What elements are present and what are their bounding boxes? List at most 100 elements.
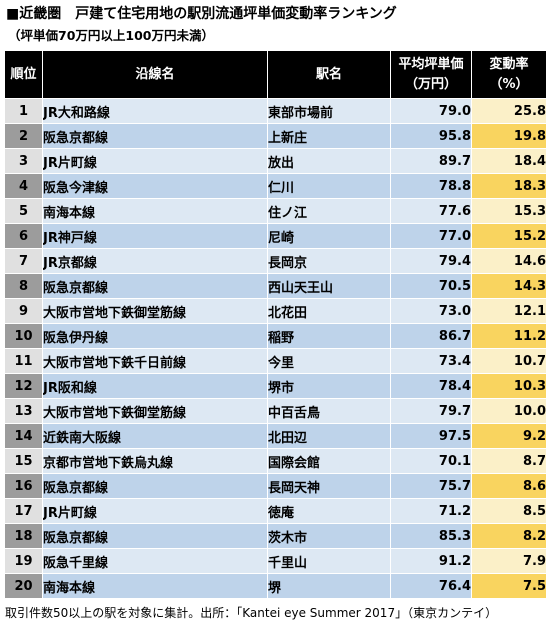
table-row: 10 阪急伊丹線 稲野 86.7 11.2	[5, 324, 546, 349]
station-name-cell: 茨木市	[268, 524, 391, 549]
change-rate-cell: 10.3	[472, 374, 546, 399]
table-row: 16 阪急京都線 長岡天神 75.7 8.6	[5, 474, 546, 499]
table-row: 12 JR阪和線 堺市 78.4 10.3	[5, 374, 546, 399]
change-rate-cell: 18.3	[472, 174, 546, 199]
table-row: 15 京都市営地下鉄烏丸線 国際会館 70.1 8.7	[5, 449, 546, 474]
change-rate-cell: 8.6	[472, 474, 546, 499]
station-name-cell: 国際会館	[268, 449, 391, 474]
station-name-cell: 北田辺	[268, 424, 391, 449]
avg-price-cell: 78.8	[391, 174, 472, 199]
change-rate-cell: 15.3	[472, 199, 546, 224]
avg-price-cell: 85.3	[391, 524, 472, 549]
avg-price-cell: 86.7	[391, 324, 472, 349]
station-name-cell: 稲野	[268, 324, 391, 349]
station-name-cell: 北花田	[268, 299, 391, 324]
avg-price-cell: 70.1	[391, 449, 472, 474]
rank-cell: 11	[5, 349, 43, 374]
line-name-cell: 阪急京都線	[43, 274, 268, 299]
rank-cell: 20	[5, 574, 43, 599]
station-name-cell: 堺	[268, 574, 391, 599]
rank-cell: 15	[5, 449, 43, 474]
rank-cell: 8	[5, 274, 43, 299]
change-rate-cell: 8.7	[472, 449, 546, 474]
station-name-cell: 長岡京	[268, 249, 391, 274]
line-name-cell: 大阪市営地下鉄御堂筋線	[43, 399, 268, 424]
source-note: 取引件数50以上の駅を対象に集計。出所：「Kantei eye Summer 2…	[5, 606, 498, 620]
station-name-cell: 堺市	[268, 374, 391, 399]
column-header-rate: 変動率 （%）	[472, 51, 546, 99]
change-rate-cell: 18.4	[472, 149, 546, 174]
column-header-line: 沿線名	[43, 51, 268, 99]
table-row: 1 JR大和路線 東部市場前 79.0 25.8	[5, 99, 546, 124]
change-rate-cell: 10.7	[472, 349, 546, 374]
avg-price-cell: 79.7	[391, 399, 472, 424]
line-name-cell: 近鉄南大阪線	[43, 424, 268, 449]
table-row: 8 阪急京都線 西山天王山 70.5 14.3	[5, 274, 546, 299]
station-name-cell: 上新庄	[268, 124, 391, 149]
change-rate-cell: 14.3	[472, 274, 546, 299]
line-name-cell: 阪急京都線	[43, 524, 268, 549]
line-name-cell: 大阪市営地下鉄千日前線	[43, 349, 268, 374]
rank-cell: 7	[5, 249, 43, 274]
change-rate-cell: 11.2	[472, 324, 546, 349]
station-name-cell: 仁川	[268, 174, 391, 199]
rank-cell: 1	[5, 99, 43, 124]
rank-cell: 9	[5, 299, 43, 324]
table-row: 7 JR京都線 長岡京 79.4 14.6	[5, 249, 546, 274]
change-rate-cell: 14.6	[472, 249, 546, 274]
avg-price-cell: 73.4	[391, 349, 472, 374]
table-row: 3 JR片町線 放出 89.7 18.4	[5, 149, 546, 174]
change-rate-cell: 12.1	[472, 299, 546, 324]
station-name-cell: 徳庵	[268, 499, 391, 524]
line-name-cell: JR阪和線	[43, 374, 268, 399]
avg-price-cell: 70.5	[391, 274, 472, 299]
table-row: 6 JR神戸線 尼崎 77.0 15.2	[5, 224, 546, 249]
avg-price-cell: 76.4	[391, 574, 472, 599]
line-name-cell: JR大和路線	[43, 99, 268, 124]
line-name-cell: JR神戸線	[43, 224, 268, 249]
rank-cell: 18	[5, 524, 43, 549]
column-header-rank: 順位	[5, 51, 43, 99]
line-name-cell: 京都市営地下鉄烏丸線	[43, 449, 268, 474]
change-rate-cell: 7.5	[472, 574, 546, 599]
station-name-cell: 千里山	[268, 549, 391, 574]
rank-cell: 12	[5, 374, 43, 399]
change-rate-cell: 8.2	[472, 524, 546, 549]
line-name-cell: 南海本線	[43, 199, 268, 224]
station-name-cell: 西山天王山	[268, 274, 391, 299]
table-row: 11 大阪市営地下鉄千日前線 今里 73.4 10.7	[5, 349, 546, 374]
avg-price-cell: 75.7	[391, 474, 472, 499]
line-name-cell: 阪急今津線	[43, 174, 268, 199]
table-row: 13 大阪市営地下鉄御堂筋線 中百舌鳥 79.7 10.0	[5, 399, 546, 424]
rank-cell: 3	[5, 149, 43, 174]
line-name-cell: 阪急千里線	[43, 549, 268, 574]
rank-cell: 2	[5, 124, 43, 149]
avg-price-cell: 91.2	[391, 549, 472, 574]
station-name-cell: 中百舌鳥	[268, 399, 391, 424]
avg-price-cell: 89.7	[391, 149, 472, 174]
station-name-cell: 住ノ江	[268, 199, 391, 224]
rank-cell: 16	[5, 474, 43, 499]
station-name-cell: 尼崎	[268, 224, 391, 249]
avg-price-cell: 77.6	[391, 199, 472, 224]
rank-cell: 14	[5, 424, 43, 449]
change-rate-cell: 8.5	[472, 499, 546, 524]
table-row: 2 阪急京都線 上新庄 95.8 19.8	[5, 124, 546, 149]
avg-price-cell: 79.0	[391, 99, 472, 124]
table-row: 4 阪急今津線 仁川 78.8 18.3	[5, 174, 546, 199]
table-row: 9 大阪市営地下鉄御堂筋線 北花田 73.0 12.1	[5, 299, 546, 324]
table-row: 20 南海本線堺 76.4 7.5	[5, 574, 546, 599]
column-header-price: 平均坪単価 （万円）	[391, 51, 472, 99]
page-title: ■近畿圏 戸建て住宅用地の駅別流通坪単価変動率ランキング	[6, 6, 397, 22]
column-header-station: 駅名	[268, 51, 391, 99]
avg-price-cell: 78.4	[391, 374, 472, 399]
rank-cell: 6	[5, 224, 43, 249]
station-name-cell: 今里	[268, 349, 391, 374]
change-rate-cell: 25.8	[472, 99, 546, 124]
avg-price-cell: 73.0	[391, 299, 472, 324]
avg-price-cell: 97.5	[391, 424, 472, 449]
line-name-cell: 阪急京都線	[43, 124, 268, 149]
line-name-cell: JR京都線	[43, 249, 268, 274]
avg-price-cell: 71.2	[391, 499, 472, 524]
avg-price-cell: 77.0	[391, 224, 472, 249]
